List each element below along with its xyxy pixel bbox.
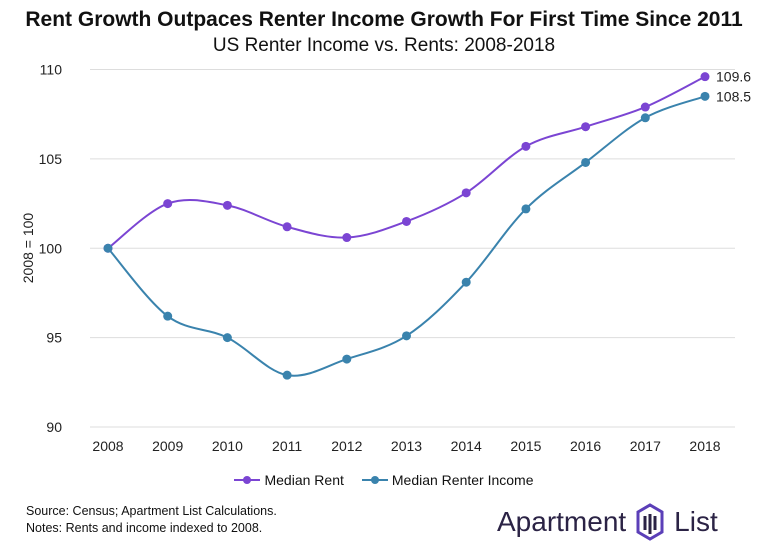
data-point	[700, 91, 710, 101]
notes: Source: Census; Apartment List Calculati…	[26, 503, 277, 537]
y-tick-label: 100	[39, 240, 63, 256]
x-tick-label: 2009	[152, 438, 183, 454]
legend-item-income[interactable]: Median Renter Income	[361, 472, 534, 488]
source-note: Source: Census; Apartment List Calculati…	[26, 504, 277, 518]
x-tick-label: 2018	[689, 438, 720, 454]
y-tick-label: 90	[46, 419, 62, 435]
data-point	[163, 311, 173, 321]
chart-title: Rent Growth Outpaces Renter Income Growt…	[25, 8, 743, 31]
data-point	[342, 354, 352, 364]
data-point	[402, 331, 411, 341]
x-tick-label: 2014	[451, 438, 482, 454]
x-tick-label: 2012	[331, 438, 362, 454]
y-tick-label: 95	[46, 330, 62, 346]
data-point	[402, 216, 411, 226]
data-point	[461, 188, 471, 198]
x-tick-label: 2016	[570, 438, 601, 454]
y-tick-label: 110	[40, 62, 63, 78]
legend-item-rent[interactable]: Median Rent	[234, 472, 344, 488]
line-chart: 90 95 100 105 110 2008 2009 2010 2011 2012 2013 201…	[20, 62, 751, 455]
data-point	[700, 72, 710, 82]
data-point	[342, 233, 352, 243]
data-point	[521, 141, 531, 151]
logo-mark-icon	[636, 503, 664, 541]
data-point	[282, 222, 292, 232]
chart-subtitle: US Renter Income vs. Rents: 2008-2018	[212, 35, 556, 56]
x-tick-label: 2015	[510, 438, 541, 454]
data-point	[222, 200, 232, 210]
legend-label: Median Renter Income	[391, 472, 534, 488]
logo-text-left: Apartment	[497, 506, 627, 537]
y-axis-label: 2008 = 100	[20, 213, 36, 284]
data-point	[461, 277, 471, 287]
legend-label: Median Rent	[264, 472, 344, 488]
apartment-list-logo: Apartment List	[497, 502, 718, 542]
end-label: 109.6	[716, 69, 751, 85]
y-tick-label: 105	[39, 151, 63, 167]
data-point	[282, 370, 292, 380]
x-tick-label: 2010	[212, 438, 243, 454]
data-point	[581, 122, 591, 132]
data-point	[163, 199, 173, 209]
x-tick-label: 2011	[272, 438, 302, 454]
x-tick-label: 2017	[630, 438, 661, 454]
data-point	[581, 157, 591, 167]
data-point	[103, 243, 113, 253]
data-point	[521, 204, 531, 214]
indexing-note: Notes: Rents and income indexed to 2008.	[26, 521, 263, 535]
data-point	[222, 333, 232, 343]
data-point	[640, 113, 650, 123]
end-label: 108.5	[716, 88, 751, 104]
x-tick-label: 2013	[391, 438, 422, 454]
data-point	[640, 102, 650, 112]
legend: Median Rent Median Renter Income	[0, 472, 768, 488]
x-tick-label: 2008	[92, 438, 123, 454]
logo-text-right: List	[674, 506, 718, 537]
